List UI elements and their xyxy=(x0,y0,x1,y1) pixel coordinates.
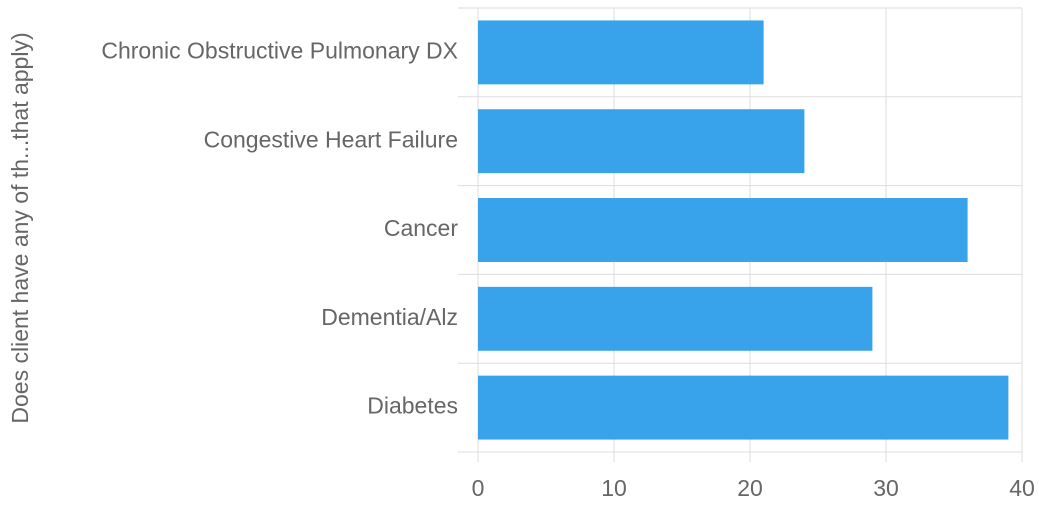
x-tick-label: 0 xyxy=(472,475,485,501)
y-tick-label: Cancer xyxy=(384,215,458,241)
bar xyxy=(478,198,968,262)
y-tick-label: Diabetes xyxy=(367,393,458,419)
bar xyxy=(478,109,805,174)
y-tick-label: Congestive Heart Failure xyxy=(204,126,458,152)
y-tick-label: Chronic Obstructive Pulmonary DX xyxy=(101,37,458,63)
x-tick-label: 10 xyxy=(601,475,627,501)
bar xyxy=(478,375,1009,440)
bar xyxy=(478,286,873,351)
x-tick-label: 30 xyxy=(873,475,899,501)
y-tick-label: Dementia/Alz xyxy=(321,304,458,330)
y-axis-title: Does client have any of th...that apply) xyxy=(7,32,33,423)
x-tick-label: 40 xyxy=(1009,475,1035,501)
x-tick-label: 20 xyxy=(737,475,763,501)
bar xyxy=(478,20,764,85)
